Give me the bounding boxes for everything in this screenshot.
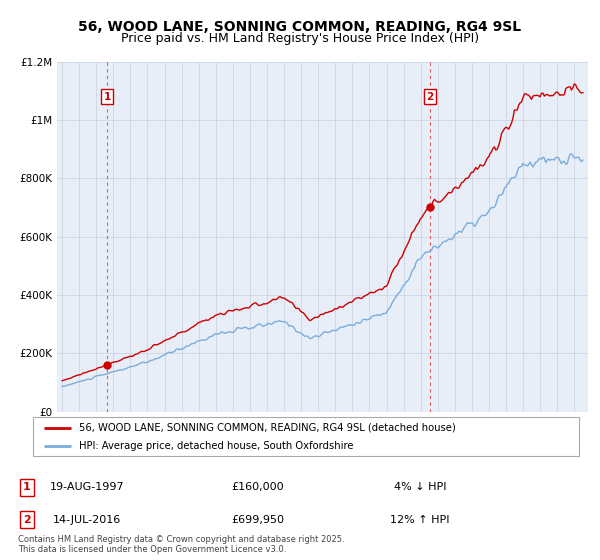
Text: 4% ↓ HPI: 4% ↓ HPI bbox=[394, 482, 446, 492]
Text: Contains HM Land Registry data © Crown copyright and database right 2025.
This d: Contains HM Land Registry data © Crown c… bbox=[18, 535, 344, 554]
Text: 56, WOOD LANE, SONNING COMMON, READING, RG4 9SL: 56, WOOD LANE, SONNING COMMON, READING, … bbox=[79, 20, 521, 34]
Text: 1: 1 bbox=[23, 482, 31, 492]
Text: 2: 2 bbox=[23, 515, 31, 525]
Text: Price paid vs. HM Land Registry's House Price Index (HPI): Price paid vs. HM Land Registry's House … bbox=[121, 32, 479, 45]
Text: HPI: Average price, detached house, South Oxfordshire: HPI: Average price, detached house, Sout… bbox=[79, 441, 354, 451]
Text: 14-JUL-2016: 14-JUL-2016 bbox=[53, 515, 121, 525]
Text: 19-AUG-1997: 19-AUG-1997 bbox=[50, 482, 124, 492]
Text: 2: 2 bbox=[426, 92, 434, 101]
Text: £699,950: £699,950 bbox=[232, 515, 284, 525]
Text: 1: 1 bbox=[103, 92, 110, 101]
Text: £160,000: £160,000 bbox=[232, 482, 284, 492]
Text: 56, WOOD LANE, SONNING COMMON, READING, RG4 9SL (detached house): 56, WOOD LANE, SONNING COMMON, READING, … bbox=[79, 423, 456, 433]
Text: 12% ↑ HPI: 12% ↑ HPI bbox=[390, 515, 450, 525]
